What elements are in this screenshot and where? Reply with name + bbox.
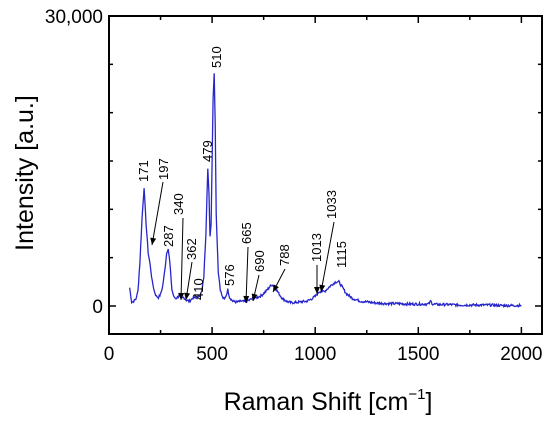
peak-171: 171	[136, 160, 151, 182]
peak-label: 171	[136, 160, 151, 182]
peak-arrow-head	[150, 237, 157, 245]
peak-788: 788	[272, 244, 292, 293]
x-axis-title-superscript: −1	[408, 386, 425, 403]
peak-arrow-head	[243, 295, 250, 303]
x-axis-title-main: Raman Shift [cm	[224, 388, 409, 416]
x-tick-label: 2000	[500, 344, 542, 365]
spectrum-line	[128, 73, 522, 309]
peak-340: 340	[171, 193, 186, 301]
peak-479: 479	[200, 140, 215, 162]
peak-label: 690	[252, 250, 267, 272]
peak-label: 1033	[324, 190, 339, 219]
peak-arrow-head	[319, 284, 326, 292]
plot-frame	[108, 15, 543, 335]
peak-576: 576	[222, 264, 237, 286]
peak-label: 362	[184, 238, 199, 260]
peak-287: 287	[161, 225, 176, 247]
peak-label: 1013	[309, 233, 324, 262]
peak-label: 788	[277, 244, 292, 266]
x-tick-label: 500	[196, 344, 228, 365]
peak-arrow-head	[178, 292, 185, 300]
peak-410: 410	[191, 278, 206, 300]
peak-annotations: 171 197 287 340 362 410 479 510 576 665 690 788 1013…	[136, 46, 349, 304]
peak-197: 197	[150, 158, 171, 246]
x-axis-title-end: ]	[425, 388, 432, 416]
y-axis-title: Intensity [a.u.]	[11, 95, 39, 251]
x-tick-label: 0	[104, 344, 115, 365]
peak-1013: 1013	[309, 233, 324, 294]
peak-665: 665	[239, 222, 254, 304]
peak-362: 362	[184, 238, 199, 301]
peak-1115: 1115	[334, 241, 349, 268]
peak-label: 1115	[334, 241, 349, 268]
peak-label: 479	[200, 140, 215, 162]
peak-arrow-line	[320, 221, 335, 293]
peak-label: 510	[209, 46, 224, 68]
axis-ticks	[108, 15, 542, 334]
y-tick-label: 0	[92, 297, 103, 318]
peak-arrow-head	[184, 292, 191, 300]
peak-label: 287	[161, 225, 176, 247]
peak-label: 197	[156, 158, 171, 180]
peak-label: 576	[222, 264, 237, 286]
peak-690: 690	[251, 250, 267, 302]
peak-arrow-line	[245, 246, 249, 304]
peak-arrow-head	[314, 287, 320, 294]
peak-arrow-head	[273, 284, 279, 292]
peak-arrow-line	[180, 217, 184, 301]
x-tick-label: 1500	[397, 344, 439, 365]
peak-label: 665	[239, 222, 254, 244]
axis-tick-labels: 0 500 1000 1500 2000 0 30,000	[45, 7, 543, 365]
peak-arrow-line	[151, 181, 164, 246]
y-tick-label: 30,000	[45, 7, 103, 28]
x-tick-label: 1000	[294, 344, 336, 365]
peak-label: 410	[191, 278, 206, 300]
peak-arrow-head	[251, 293, 258, 301]
peak-1033: 1033	[319, 190, 339, 293]
peak-label: 340	[171, 193, 186, 215]
x-axis-title: Raman Shift [cm−1]	[224, 386, 433, 416]
peak-510: 510	[209, 46, 224, 68]
